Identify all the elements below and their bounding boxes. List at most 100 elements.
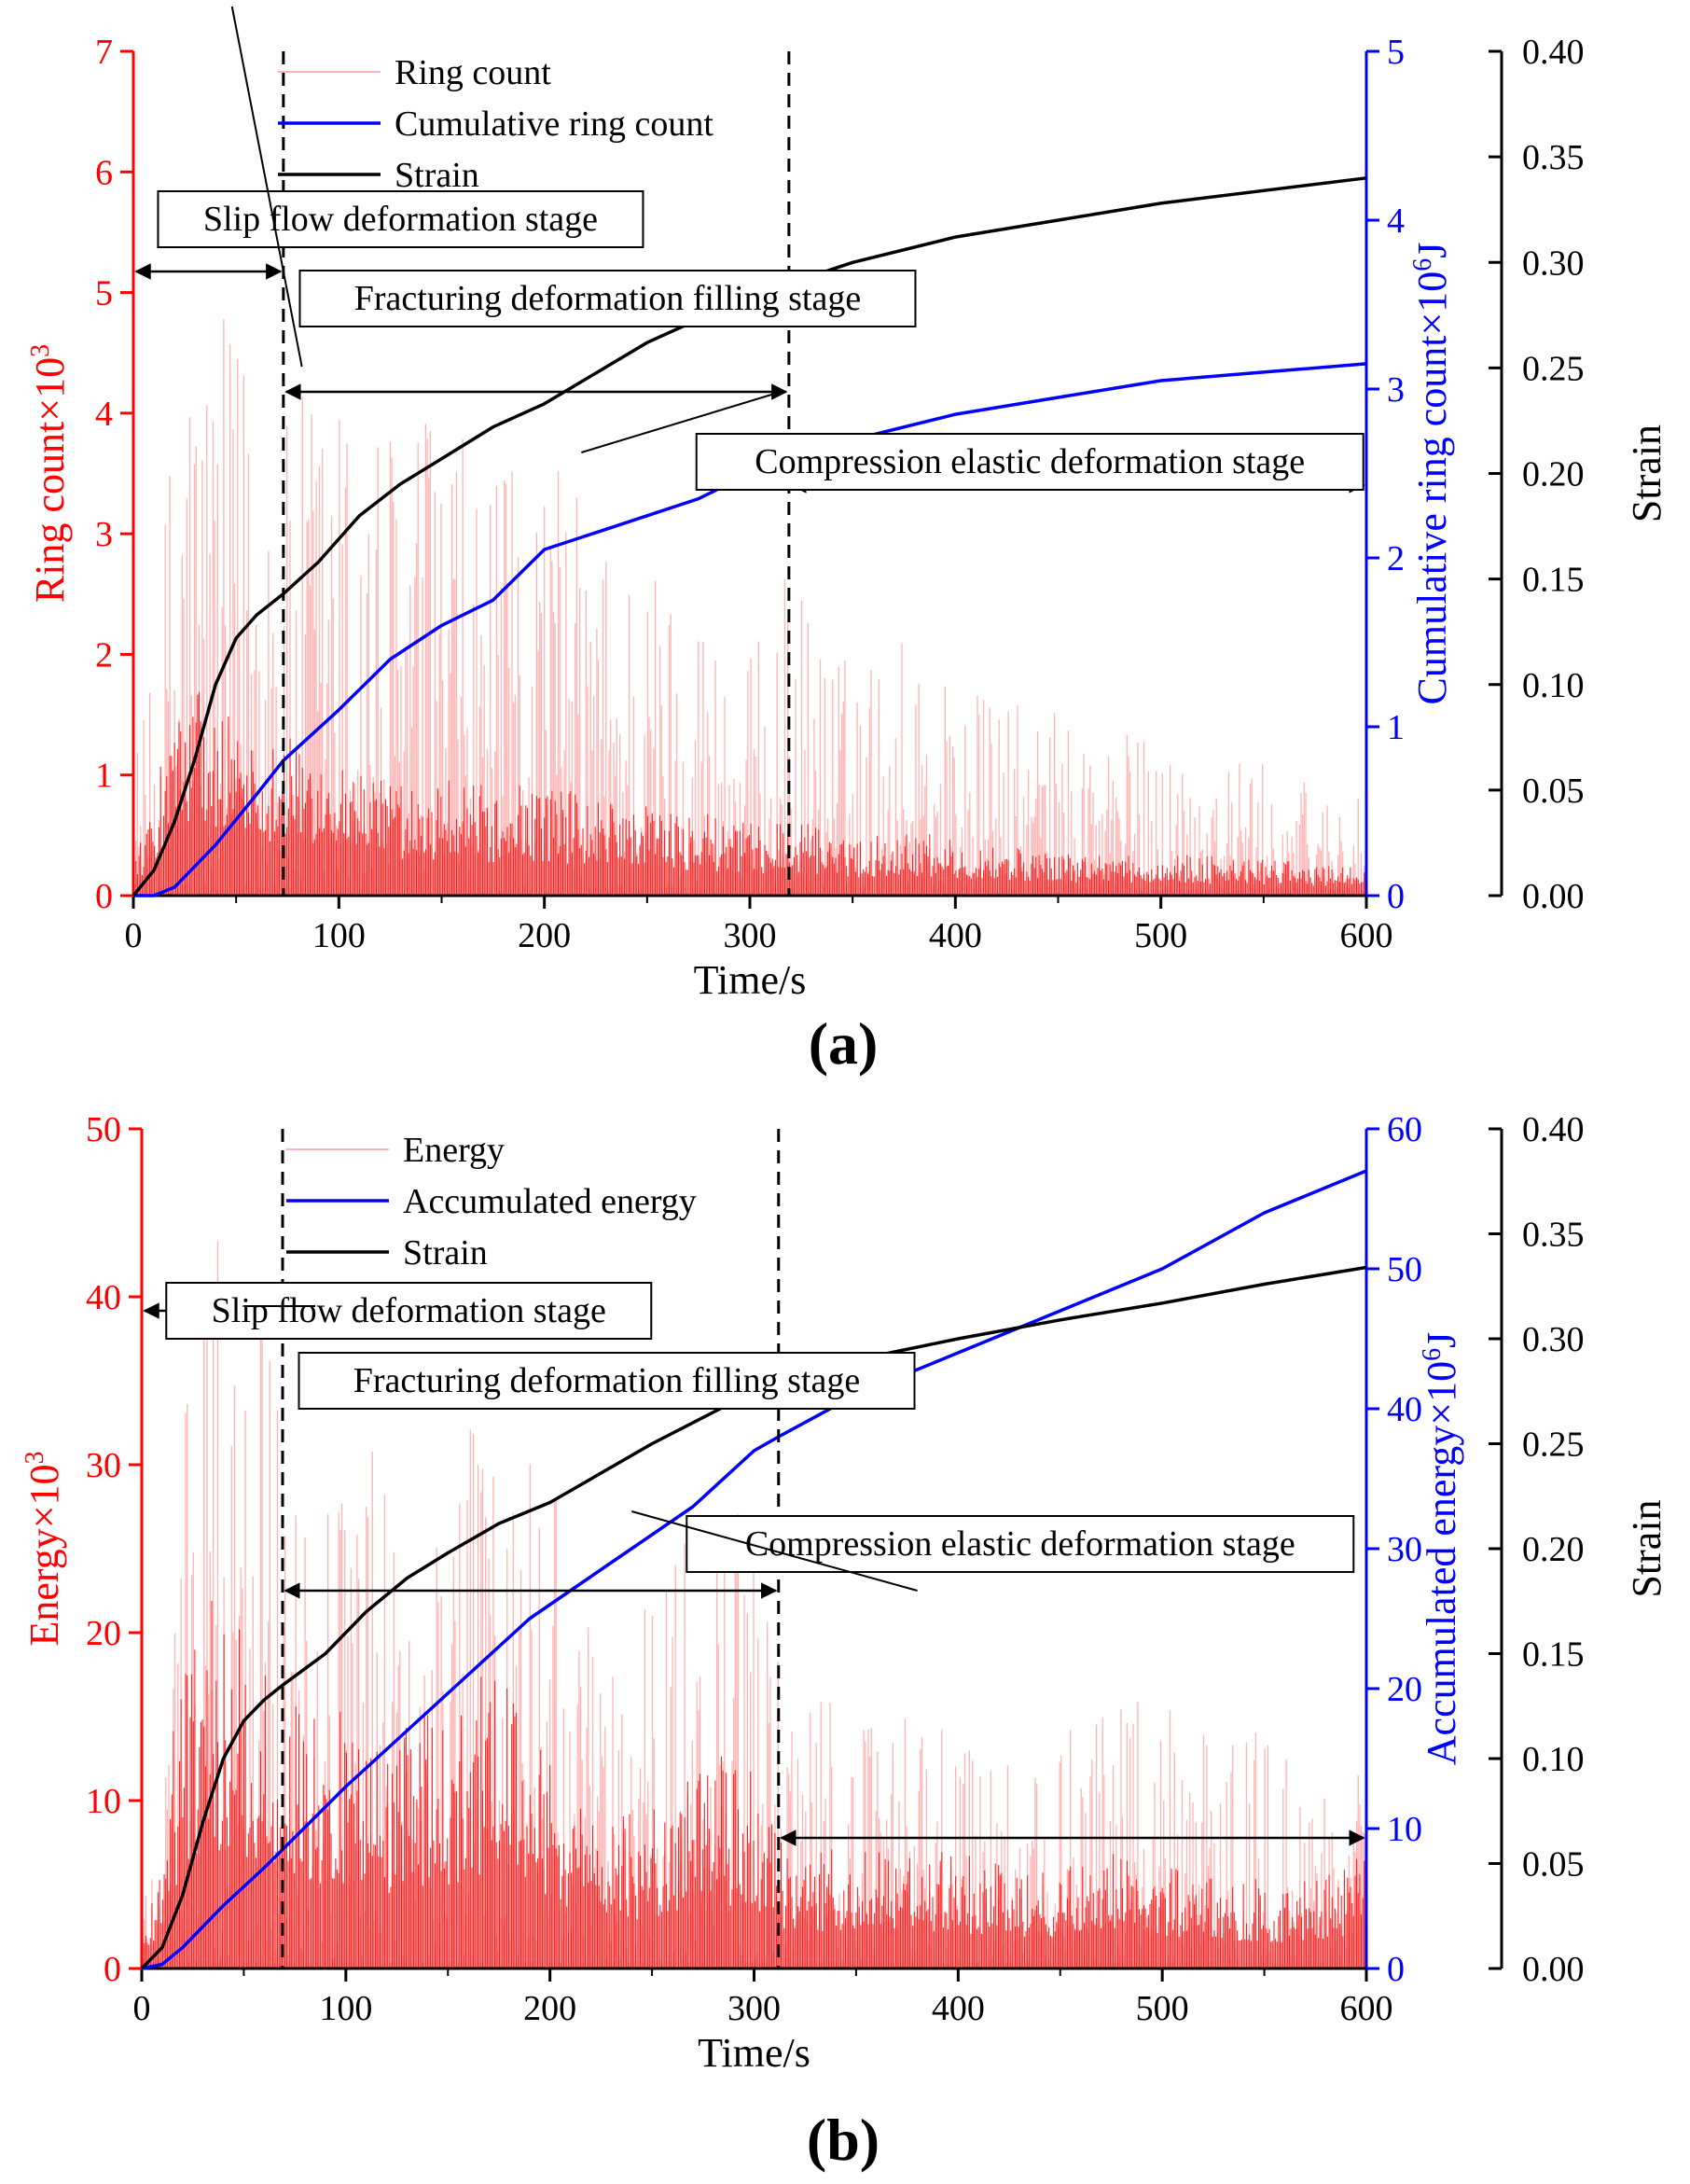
right-tick-label: 2 bbox=[1387, 539, 1405, 578]
strain-tick-label: 0.20 bbox=[1522, 455, 1585, 494]
strain-tick-label: 0.40 bbox=[1522, 33, 1585, 72]
x-axis-title: Time/s bbox=[698, 2030, 810, 2076]
right-tick-label: 5 bbox=[1387, 33, 1405, 72]
panel-b-energy-chart: 0 100 200 300 400 500 600Time/s01020304050Ener… bbox=[21, 1110, 1669, 2076]
stage-label-text: Fracturing deformation filling stage bbox=[354, 279, 861, 318]
right-tick-label: 40 bbox=[1387, 1390, 1422, 1429]
strain-tick-label: 0.10 bbox=[1522, 666, 1585, 705]
left-tick-label: 3 bbox=[95, 515, 113, 554]
left-tick-label: 7 bbox=[95, 33, 113, 72]
strain-series-line bbox=[132, 176, 1367, 897]
legend-label: Strain bbox=[403, 1233, 488, 1273]
strain-tick-label: 0.10 bbox=[1522, 1740, 1585, 1779]
left-tick-label: 30 bbox=[86, 1446, 121, 1485]
strain-tick-label: 0.15 bbox=[1522, 1635, 1585, 1675]
axes: 0 100 200 300 400 500 600Time/s01020304050Ener… bbox=[21, 1110, 1669, 2076]
stage-label-box bbox=[298, 1352, 916, 1410]
right-tick-label: 30 bbox=[1387, 1530, 1422, 1569]
right-tick-label: 3 bbox=[1387, 370, 1405, 410]
x-tick-label: 600 bbox=[1340, 1989, 1393, 2028]
right-tick-label: 10 bbox=[1387, 1810, 1422, 1849]
x-tick-label: 200 bbox=[523, 1989, 576, 2028]
right-axis-title: Accumulated energy×106J bbox=[1418, 1332, 1464, 1765]
left-axis-title: Ring count×103 bbox=[26, 344, 73, 603]
legend-label: Cumulative ring count bbox=[395, 104, 713, 144]
x-tick-label: 100 bbox=[312, 916, 366, 955]
strain-tick-label: 0.30 bbox=[1522, 1320, 1585, 1359]
legend: Energy Accumulated energy Strain bbox=[286, 1131, 697, 1273]
strain-tick-label: 0.20 bbox=[1522, 1530, 1585, 1569]
right-tick-label: 50 bbox=[1387, 1250, 1422, 1289]
stage-label-box bbox=[686, 1515, 1355, 1573]
panel-label-b: (b) bbox=[807, 2107, 880, 2173]
left-tick-label: 1 bbox=[95, 757, 113, 796]
stage-label-box bbox=[157, 190, 644, 248]
stage-label-text: Compression elastic deformation stage bbox=[755, 442, 1305, 481]
left-axis-title: Energy×103 bbox=[21, 1451, 67, 1646]
stage-label-text: Slip flow deformation stage bbox=[212, 1291, 606, 1330]
panel-label-a: (a) bbox=[809, 1010, 879, 1077]
right-tick-label: 0 bbox=[1387, 1950, 1405, 1989]
x-tick-label: 0 bbox=[133, 1989, 151, 2028]
strain-tick-label: 0.35 bbox=[1522, 1216, 1585, 1255]
legend-label: Accumulated energy bbox=[403, 1182, 697, 1221]
left-tick-label: 4 bbox=[95, 395, 113, 434]
x-tick-label: 400 bbox=[929, 916, 982, 955]
strain-axis-title: Strain bbox=[1624, 1499, 1669, 1597]
left-tick-label: 20 bbox=[86, 1614, 121, 1653]
legend: Ring count Cumulative ring count Strain bbox=[278, 53, 713, 195]
strain-tick-label: 0.00 bbox=[1522, 1950, 1585, 1989]
stage-label-box bbox=[165, 1282, 653, 1340]
left-tick-label: 40 bbox=[86, 1278, 121, 1317]
x-tick-label: 300 bbox=[727, 1989, 781, 2028]
left-tick-label: 0 bbox=[95, 877, 113, 916]
left-tick-label: 6 bbox=[95, 153, 113, 192]
strain-tick-label: 0.40 bbox=[1522, 1110, 1585, 1149]
strain-tick-label: 0.05 bbox=[1522, 1845, 1585, 1885]
x-tick-label: 200 bbox=[518, 916, 571, 955]
strain-tick-label: 0.00 bbox=[1522, 877, 1585, 916]
stage-pointer-line bbox=[581, 391, 782, 453]
cumulative-series-line bbox=[133, 362, 1367, 897]
x-axis-title: Time/s bbox=[694, 957, 807, 1003]
x-tick-label: 500 bbox=[1134, 916, 1187, 955]
stage-pointer-line bbox=[230, 6, 303, 368]
right-tick-label: 60 bbox=[1387, 1110, 1422, 1149]
legend-label: Strain bbox=[395, 156, 479, 195]
strain-tick-label: 0.25 bbox=[1522, 349, 1585, 388]
strain-tick-label: 0.25 bbox=[1522, 1426, 1585, 1465]
strain-tick-label: 0.05 bbox=[1522, 772, 1585, 811]
legend-label: Energy bbox=[403, 1131, 505, 1170]
left-tick-label: 0 bbox=[104, 1950, 121, 1989]
left-tick-label: 10 bbox=[86, 1782, 121, 1821]
x-tick-label: 300 bbox=[724, 916, 777, 955]
strain-tick-label: 0.35 bbox=[1522, 138, 1585, 177]
stage-label-text: Fracturing deformation filling stage bbox=[353, 1361, 860, 1400]
right-tick-label: 1 bbox=[1387, 708, 1405, 747]
stage-label-box bbox=[695, 433, 1364, 491]
left-tick-label: 2 bbox=[95, 635, 113, 675]
axes: 0 100 200 300 400 500 600 Time/s 0 1 2 3 4 5 6 7 Ring co… bbox=[26, 33, 1669, 1003]
strain-tick-label: 0.30 bbox=[1522, 243, 1585, 283]
x-tick-label: 0 bbox=[125, 916, 143, 955]
legend-label: Ring count bbox=[395, 53, 551, 92]
x-tick-label: 500 bbox=[1136, 1989, 1189, 2028]
strain-axis-title: Strain bbox=[1624, 424, 1669, 522]
right-axis-title: Cumulative ring count×106J bbox=[1408, 243, 1455, 705]
stage-pointer-line bbox=[630, 1510, 918, 1592]
left-tick-label: 50 bbox=[86, 1110, 121, 1149]
right-tick-label: 20 bbox=[1387, 1670, 1422, 1709]
strain-series-line bbox=[140, 1265, 1367, 1970]
x-tick-label: 600 bbox=[1340, 916, 1393, 955]
right-tick-label: 4 bbox=[1387, 202, 1405, 241]
stage-label-text: Slip flow deformation stage bbox=[203, 200, 598, 239]
right-tick-label: 0 bbox=[1387, 877, 1405, 916]
stage-label-text: Compression elastic deformation stage bbox=[745, 1524, 1295, 1564]
strain-tick-label: 0.15 bbox=[1522, 561, 1585, 600]
x-tick-label: 400 bbox=[932, 1989, 985, 2028]
left-tick-label: 5 bbox=[95, 274, 113, 313]
panel-a-ring-count-chart: 0 100 200 300 400 500 600 Time/s 0 1 2 3 4 5 6 7 Ring co… bbox=[26, 6, 1669, 1003]
stage-label-box bbox=[298, 270, 917, 327]
x-tick-label: 100 bbox=[319, 1989, 372, 2028]
